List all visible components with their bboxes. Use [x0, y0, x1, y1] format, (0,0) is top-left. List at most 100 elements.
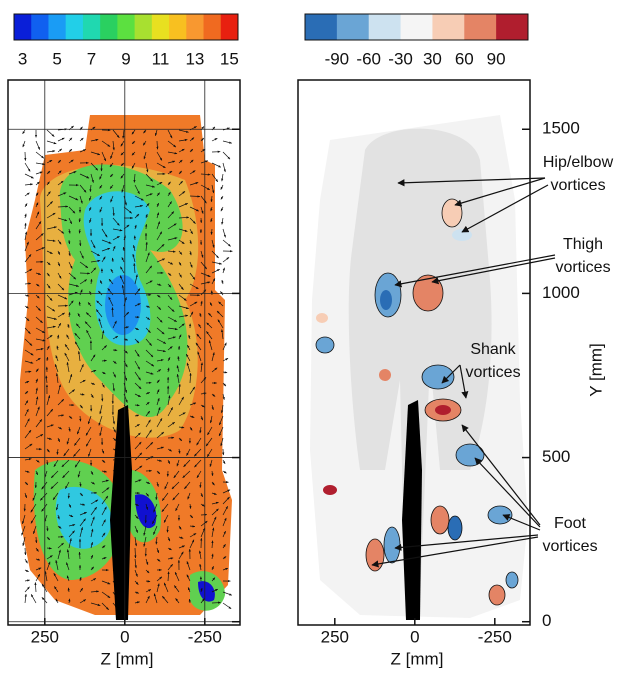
velocity-vector [186, 561, 191, 571]
velocity-vector [162, 595, 169, 604]
velocity-vector [40, 492, 48, 501]
velocity-vector [35, 305, 41, 312]
velocity-vector [145, 280, 153, 285]
velocity-vector [194, 459, 202, 468]
velocity-vector [24, 213, 27, 219]
velocity-vector [189, 272, 196, 280]
velocity-vector [167, 395, 171, 406]
velocity-vector [112, 217, 120, 226]
velocity-vector [156, 212, 160, 219]
velocity-vector [198, 323, 202, 329]
velocity-vector [188, 598, 191, 604]
velocity-vector [145, 558, 149, 566]
colorbar-swatch [305, 14, 338, 40]
velocity-vector [66, 437, 70, 445]
velocity-vector [189, 311, 194, 318]
velocity-vector [134, 224, 137, 230]
velocity-vector [200, 362, 203, 373]
velocity-vector [145, 392, 151, 395]
velocity-vector [145, 162, 149, 173]
velocity-vector [156, 431, 165, 439]
colorbar-frame [13, 13, 239, 41]
annotation: vortices [542, 538, 597, 555]
colorbar-swatch [134, 14, 153, 40]
velocity-vector [211, 566, 214, 571]
velocity-vector [35, 378, 38, 384]
vortex [383, 526, 401, 564]
colorbar-tick-label: 7 [87, 49, 96, 68]
velocity-vector [200, 261, 207, 270]
velocity-vector [167, 160, 176, 164]
colorbar-tick-label: 15 [220, 49, 239, 68]
velocity-vector [121, 257, 125, 263]
velocity-vector [24, 222, 27, 230]
velocity-vector [24, 429, 32, 439]
velocity-vector [68, 538, 72, 549]
velocity-vector [68, 514, 74, 518]
velocity-vector [164, 481, 169, 490]
velocity-vector [84, 321, 92, 329]
velocity-vector [199, 481, 202, 488]
velocity-vector [134, 547, 137, 559]
velocity-vector [101, 506, 107, 516]
velocity-vector [166, 525, 169, 533]
colorbar-swatch [48, 14, 67, 40]
velocity-vector [178, 170, 182, 175]
velocity-vector [154, 129, 158, 137]
velocity-vector [161, 503, 169, 513]
velocity-vector [211, 261, 222, 265]
velocity-vector [145, 338, 152, 346]
velocity-vector [109, 184, 114, 189]
velocity-vector [178, 180, 183, 186]
velocity-vector [101, 448, 105, 454]
velocity-vector [210, 195, 213, 203]
velocity-vector [35, 347, 44, 351]
velocity-vector [68, 311, 71, 318]
velocity-vector [167, 557, 174, 560]
velocity-vector [176, 373, 180, 384]
velocity-vector [167, 181, 171, 186]
velocity-vector [206, 331, 213, 340]
velocity-vector [88, 448, 92, 457]
velocity-vector [156, 316, 163, 323]
velocity-vector [222, 489, 231, 494]
velocity-vector [156, 389, 160, 395]
y-tick-label: 1500 [542, 119, 580, 138]
velocity-vector [50, 481, 59, 490]
velocity-vector [87, 302, 92, 307]
velocity-vector [90, 506, 97, 516]
velocity-vector [24, 418, 30, 428]
velocity-vector [145, 173, 154, 182]
velocity-vector [41, 481, 48, 490]
velocity-vector [211, 588, 219, 593]
colorbar-swatch [169, 14, 187, 40]
velocity-vector [90, 259, 101, 263]
velocity-vector [63, 448, 70, 457]
velocity-vector [35, 162, 46, 166]
velocity-vector [35, 419, 43, 428]
velocity-vector [68, 261, 73, 269]
field-region [198, 581, 215, 602]
velocity-vector [46, 239, 56, 242]
velocity-vector [211, 184, 215, 194]
velocity-vector [222, 151, 231, 160]
velocity-vector [45, 375, 48, 384]
velocity-vector [156, 243, 165, 252]
velocity-vector [189, 301, 198, 307]
velocity-vector [189, 250, 192, 256]
velocity-vector [134, 371, 141, 381]
velocity-vector [211, 278, 216, 285]
velocity-vector [208, 312, 213, 318]
vortex [315, 336, 335, 354]
velocity-vector [24, 305, 29, 309]
velocity-vector [66, 334, 70, 340]
velocity-vector [167, 421, 175, 428]
velocity-vector [189, 159, 194, 164]
velocity-vector [57, 414, 65, 417]
velocity-vector [189, 525, 196, 528]
velocity-vector [68, 389, 75, 395]
x-tick-label: 0 [120, 627, 129, 646]
x-axis-label: Z [mm] [101, 649, 154, 668]
velocity-vector [79, 599, 87, 604]
